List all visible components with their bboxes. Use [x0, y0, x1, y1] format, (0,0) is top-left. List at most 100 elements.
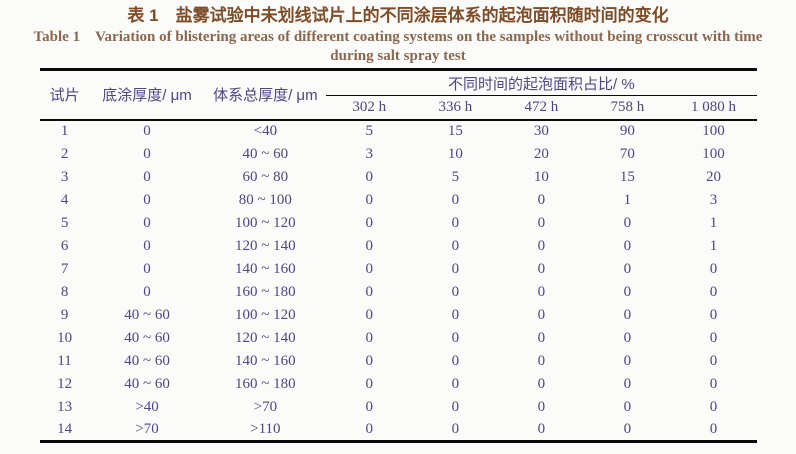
cell-primer-thickness: 40 ~ 60 [124, 329, 170, 346]
cell-area-472h: 0 [537, 214, 546, 231]
cell-area-336h: 10 [447, 145, 463, 162]
cell-area-1080h: 0 [709, 260, 718, 277]
cell-area-336h: 0 [451, 420, 460, 437]
cell-area-336h: 0 [451, 260, 460, 277]
table-row: 10 40 ~ 60 120 ~ 140 0 0 0 0 0 [40, 327, 757, 350]
cell-primer-thickness: 40 ~ 60 [124, 306, 170, 323]
cell-total-thickness: <40 [253, 123, 278, 139]
cell-area-302h: 0 [365, 329, 374, 346]
cell-area-1080h: 0 [709, 283, 718, 300]
table-row: 14 >70 >110 0 0 0 0 0 [40, 419, 757, 442]
header-blistering-area-spanner: 不同时间的起泡面积占比/ % [326, 69, 757, 96]
table-row: 2 0 40 ~ 60 3 10 20 70 100 [40, 143, 757, 166]
cell-area-302h: 0 [365, 260, 374, 277]
table-title-chinese: 表 1 盐雾试验中未划线试片上的不同涂层体系的起泡面积随时间的变化 [127, 6, 669, 25]
cell-primer-thickness: 40 ~ 60 [124, 375, 170, 392]
cell-total-thickness: 40 ~ 60 [242, 145, 289, 162]
cell-area-1080h: 20 [705, 168, 721, 185]
cell-area-1080h: 3 [709, 191, 718, 208]
cell-area-302h: 3 [365, 145, 374, 162]
cell-total-thickness: 120 ~ 140 [235, 329, 296, 346]
cell-area-336h: 0 [451, 191, 460, 208]
cell-primer-thickness: 0 [143, 168, 151, 185]
cell-area-336h: 0 [451, 375, 460, 392]
header-total-thickness: 体系总厚度/ μm [204, 69, 327, 121]
cell-area-1080h: 0 [709, 398, 718, 415]
cell-total-thickness: 80 ~ 100 [238, 191, 292, 208]
cell-area-758h: 0 [623, 214, 632, 231]
cell-area-472h: 0 [537, 283, 546, 300]
cell-area-302h: 0 [365, 375, 374, 392]
cell-sample-number: 8 [60, 283, 69, 300]
cell-area-758h: 0 [623, 260, 632, 277]
table-row: 9 40 ~ 60 100 ~ 120 0 0 0 0 0 [40, 304, 757, 327]
cell-area-336h: 5 [451, 168, 460, 185]
cell-sample-number: 4 [60, 191, 69, 208]
header-time-472h: 472 h [498, 95, 585, 121]
cell-total-thickness: 120 ~ 140 [235, 237, 296, 254]
cell-sample-number: 9 [60, 306, 69, 323]
cell-area-758h: 0 [623, 352, 632, 369]
cell-sample-number: 6 [60, 237, 69, 254]
cell-total-thickness: >70 [253, 398, 278, 415]
cell-area-336h: 0 [451, 237, 460, 254]
cell-primer-thickness: 0 [143, 123, 151, 139]
cell-area-472h: 20 [533, 145, 549, 162]
cell-sample-number: 5 [60, 214, 69, 231]
cell-primer-thickness: 40 ~ 60 [124, 352, 170, 369]
cell-sample-number: 3 [60, 168, 69, 185]
cell-primer-thickness: 0 [143, 214, 151, 231]
cell-area-336h: 15 [447, 123, 463, 139]
cell-area-302h: 0 [365, 306, 374, 323]
cell-total-thickness: 60 ~ 80 [242, 168, 289, 185]
cell-area-472h: 0 [537, 352, 546, 369]
cell-area-1080h: 0 [709, 329, 718, 346]
cell-area-758h: 0 [623, 420, 632, 437]
cell-area-472h: 0 [537, 329, 546, 346]
cell-area-758h: 0 [623, 283, 632, 300]
cell-primer-thickness: 0 [143, 145, 151, 162]
cell-sample-number: 13 [57, 398, 73, 415]
cell-area-1080h: 0 [709, 306, 718, 323]
cell-area-336h: 0 [451, 214, 460, 231]
cell-sample-number: 12 [57, 375, 73, 392]
cell-primer-thickness: 0 [143, 237, 151, 254]
cell-area-302h: 0 [365, 352, 374, 369]
cell-area-302h: 0 [365, 420, 374, 437]
cell-area-758h: 70 [619, 145, 635, 162]
cell-area-1080h: 0 [709, 420, 718, 437]
cell-area-472h: 30 [533, 123, 549, 139]
cell-area-472h: 0 [537, 260, 546, 277]
cell-primer-thickness: >70 [135, 420, 159, 437]
cell-total-thickness: 140 ~ 160 [235, 352, 296, 369]
table-row: 3 0 60 ~ 80 0 5 10 15 20 [40, 166, 757, 189]
table-row: 6 0 120 ~ 140 0 0 0 0 1 [40, 235, 757, 258]
header-time-336h: 336 h [412, 95, 499, 121]
cell-area-302h: 5 [365, 123, 374, 139]
cell-area-758h: 0 [623, 237, 632, 254]
cell-total-thickness: 100 ~ 120 [235, 214, 296, 231]
cell-primer-thickness: 0 [143, 191, 151, 208]
cell-area-1080h: 1 [709, 214, 718, 231]
cell-area-1080h: 100 [702, 123, 725, 139]
cell-area-472h: 0 [537, 375, 546, 392]
header-time-302h: 302 h [326, 95, 413, 121]
cell-area-758h: 1 [623, 191, 632, 208]
cell-area-302h: 0 [365, 283, 374, 300]
cell-area-302h: 0 [365, 214, 374, 231]
cell-total-thickness: >110 [250, 420, 281, 437]
cell-area-1080h: 0 [709, 375, 718, 392]
table-row: 5 0 100 ~ 120 0 0 0 0 1 [40, 212, 757, 235]
cell-primer-thickness: 0 [143, 283, 151, 300]
cell-area-336h: 0 [451, 306, 460, 323]
cell-primer-thickness: 0 [143, 260, 151, 277]
table-row: 4 0 80 ~ 100 0 0 0 1 3 [40, 189, 757, 212]
cell-area-472h: 0 [537, 306, 546, 323]
table-title-english: Table 1 Variation of blistering areas of… [0, 28, 796, 65]
cell-area-472h: 0 [537, 420, 546, 437]
cell-total-thickness: 160 ~ 180 [235, 375, 296, 392]
cell-area-758h: 0 [623, 398, 632, 415]
cell-sample-number: 1 [60, 123, 69, 139]
cell-area-336h: 0 [451, 283, 460, 300]
